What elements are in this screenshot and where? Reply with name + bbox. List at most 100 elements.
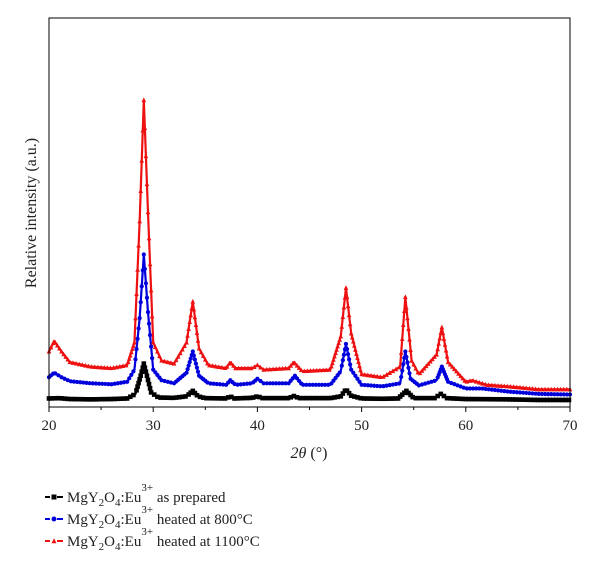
data-point xyxy=(145,377,151,383)
data-point xyxy=(86,363,91,369)
data-point xyxy=(298,367,304,373)
data-point xyxy=(138,300,143,305)
data-point xyxy=(345,303,351,309)
data-point xyxy=(486,382,492,388)
data-point xyxy=(419,395,425,401)
data-point xyxy=(135,384,140,389)
data-point xyxy=(411,361,416,367)
data-point xyxy=(440,330,446,336)
data-point xyxy=(75,379,80,385)
x-tick-label: 60 xyxy=(458,418,473,434)
data-point xyxy=(441,393,447,399)
data-point xyxy=(90,381,95,386)
data-point xyxy=(339,324,345,329)
data-point xyxy=(229,394,234,400)
data-point xyxy=(404,304,409,310)
data-point xyxy=(407,336,412,342)
data-point xyxy=(165,359,171,365)
data-point xyxy=(138,188,143,193)
data-point xyxy=(291,393,297,399)
data-point xyxy=(150,339,156,345)
data-point xyxy=(294,362,300,368)
data-point xyxy=(115,381,120,386)
data-point xyxy=(203,357,208,362)
data-point xyxy=(142,266,147,272)
x-axis-title: 2θ (°) xyxy=(291,445,328,462)
data-point xyxy=(214,381,219,387)
data-point xyxy=(539,386,545,392)
data-point xyxy=(566,397,572,403)
data-point xyxy=(269,395,275,401)
data-point xyxy=(198,349,204,355)
data-point xyxy=(397,381,402,386)
data-point xyxy=(194,365,200,370)
data-point xyxy=(442,342,448,347)
data-point xyxy=(133,357,138,362)
data-point xyxy=(501,397,506,402)
data-point xyxy=(232,381,237,387)
data-point xyxy=(55,342,60,348)
data-point xyxy=(381,384,386,389)
data-point xyxy=(536,391,541,397)
data-point xyxy=(552,386,557,392)
data-point xyxy=(552,392,557,397)
data-point xyxy=(497,397,503,402)
data-point xyxy=(354,351,359,356)
data-point xyxy=(355,355,360,360)
data-point xyxy=(348,362,353,367)
data-point xyxy=(70,360,76,365)
data-point xyxy=(129,349,134,355)
legend-label: MgY2O4:Eu3+ heated at 800°C xyxy=(67,504,253,531)
data-point xyxy=(407,371,412,376)
data-point xyxy=(273,366,279,371)
data-point xyxy=(488,396,494,402)
data-point xyxy=(381,374,386,379)
data-point xyxy=(435,346,440,352)
data-point xyxy=(93,396,99,402)
data-point xyxy=(344,294,350,300)
data-point xyxy=(108,365,113,371)
data-point xyxy=(323,382,328,387)
data-point xyxy=(335,394,340,400)
data-point xyxy=(105,365,110,370)
data-point xyxy=(137,377,142,382)
data-point xyxy=(357,363,362,369)
data-point xyxy=(561,386,567,392)
data-point xyxy=(516,397,522,402)
data-point xyxy=(238,382,243,387)
data-point xyxy=(454,396,459,401)
data-point xyxy=(143,369,149,374)
data-point xyxy=(150,356,155,361)
data-point xyxy=(341,304,347,310)
data-point xyxy=(185,333,190,338)
data-point xyxy=(317,367,323,373)
data-point xyxy=(292,360,298,366)
data-point xyxy=(126,356,132,361)
data-point xyxy=(422,395,428,401)
data-point xyxy=(205,360,210,366)
data-point xyxy=(135,267,140,272)
data-point xyxy=(444,395,450,401)
data-point xyxy=(510,397,515,402)
data-point xyxy=(146,235,152,241)
data-point xyxy=(296,365,302,370)
data-point xyxy=(520,385,526,390)
data-point xyxy=(333,350,338,356)
data-point xyxy=(549,392,554,397)
data-point xyxy=(144,181,150,187)
data-point xyxy=(131,343,136,348)
data-point xyxy=(57,345,62,351)
data-point xyxy=(193,322,199,328)
data-point xyxy=(473,379,479,384)
data-point xyxy=(474,386,479,391)
data-point xyxy=(343,285,349,290)
data-point xyxy=(127,352,133,358)
data-point xyxy=(224,364,230,369)
data-point xyxy=(527,385,532,391)
data-point xyxy=(245,365,251,371)
data-point xyxy=(52,395,58,401)
data-point xyxy=(231,363,236,368)
data-point xyxy=(305,368,310,373)
data-point xyxy=(257,394,262,400)
